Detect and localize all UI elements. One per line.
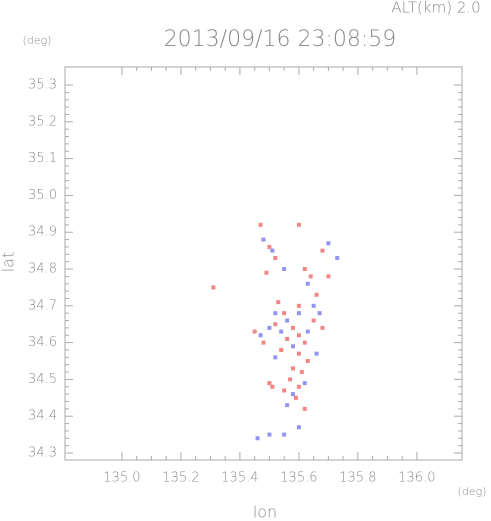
chart-title: 2013/09/16 23:08:59 — [164, 27, 397, 52]
radar-point — [264, 270, 269, 275]
y-tick-label: 34.3 — [28, 446, 57, 461]
x-unit: (deg) — [458, 485, 487, 498]
y-unit: (deg) — [23, 34, 52, 47]
radar-point — [302, 381, 307, 386]
radar-point — [282, 432, 287, 437]
radar-point — [270, 384, 275, 389]
x-tick-label: 135.4 — [221, 471, 258, 486]
y-tick-label: 34.4 — [28, 409, 57, 424]
radar-point — [282, 267, 287, 272]
y-tick-label: 34.5 — [28, 372, 57, 387]
y-tick-label: 35.1 — [28, 151, 57, 166]
radar-point — [302, 340, 307, 345]
radar-point — [320, 325, 325, 330]
radar-point — [311, 318, 316, 323]
radar-point — [211, 285, 216, 290]
radar-point — [288, 377, 293, 382]
y-tick-label: 35.0 — [28, 188, 57, 203]
radar-point — [285, 403, 290, 408]
radar-point — [317, 311, 322, 316]
radar-point — [290, 325, 295, 330]
radar-point — [296, 222, 301, 227]
radar-point — [290, 366, 295, 371]
radar-point — [299, 370, 304, 375]
y-tick-label: 35.3 — [28, 78, 57, 93]
y-tick-label: 35.2 — [28, 114, 57, 129]
radar-point — [296, 351, 301, 356]
radar-point — [335, 255, 340, 260]
radar-point — [258, 222, 263, 227]
x-tick-label: 136.0 — [398, 471, 435, 486]
radar-point — [267, 325, 272, 330]
radar-point — [258, 333, 263, 338]
radar-point — [285, 318, 290, 323]
y-tick-label: 34.9 — [28, 225, 57, 240]
radar-point — [305, 359, 310, 364]
radar-point — [267, 432, 272, 437]
radar-point — [255, 436, 260, 441]
radar-point — [261, 340, 266, 345]
radar-point — [320, 248, 325, 253]
radar-point — [270, 248, 275, 253]
x-tick-label: 135.2 — [162, 471, 199, 486]
radar-point — [276, 300, 281, 305]
radar-point — [314, 292, 319, 297]
radar-point — [273, 255, 278, 260]
radar-point — [326, 241, 331, 246]
x-tick-label: 135.6 — [280, 471, 317, 486]
radar-point — [273, 311, 278, 316]
y-tick-label: 34.6 — [28, 335, 57, 350]
radar-point — [273, 322, 278, 327]
radar-point — [261, 237, 266, 242]
y-axis-title: lat — [0, 252, 18, 273]
y-tick-label: 34.7 — [28, 298, 57, 313]
radar-point — [267, 244, 272, 249]
radar-point — [296, 425, 301, 430]
y-tick-label: 34.8 — [28, 262, 57, 277]
altitude-label: ALT(km) 2.0 — [391, 0, 480, 17]
x-tick-label: 135.8 — [339, 471, 376, 486]
radar-point — [305, 329, 310, 334]
x-axis-title: lon — [253, 503, 277, 521]
radar-point — [296, 333, 301, 338]
radar-point — [290, 392, 295, 397]
radar-point — [293, 395, 298, 400]
radar-point — [279, 329, 284, 334]
radar-point — [308, 274, 313, 279]
radar-point — [314, 351, 319, 356]
radar-point — [290, 344, 295, 349]
radar-point — [305, 281, 310, 286]
radar-point — [285, 336, 290, 341]
radar-point — [273, 355, 278, 360]
radar-point — [267, 381, 272, 386]
x-tick-label: 135.0 — [103, 471, 140, 486]
radar-point — [296, 303, 301, 308]
radar-point — [279, 347, 284, 352]
radar-point — [326, 274, 331, 279]
radar-point — [296, 384, 301, 389]
radar-point — [302, 267, 307, 272]
radar-point — [296, 311, 301, 316]
radar-point — [311, 303, 316, 308]
radar-point — [282, 311, 287, 316]
radar-point — [302, 406, 307, 411]
plot-frame — [64, 66, 463, 461]
radar-point — [252, 329, 257, 334]
radar-point — [282, 388, 287, 393]
